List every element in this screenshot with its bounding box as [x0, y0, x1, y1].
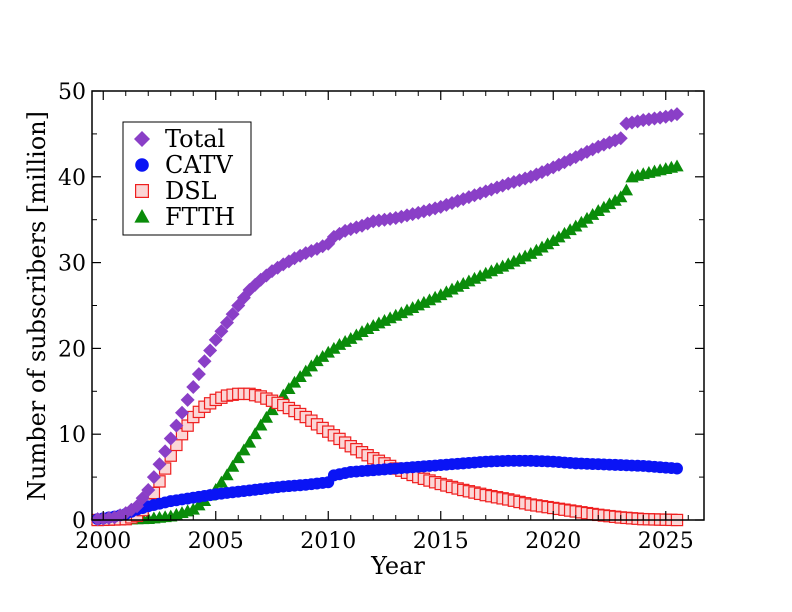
data-point-ftth — [237, 443, 251, 456]
axes-layer: 2000 2005 2010 2015 2020 2025 0 10 20 30 40 50 — [58, 80, 704, 554]
data-point-ftth — [546, 234, 560, 247]
x-axis-label: Year — [370, 552, 425, 580]
data-point-ftth — [344, 331, 358, 344]
data-point-total — [186, 380, 201, 395]
data-point-ftth — [355, 325, 369, 337]
data-point-ftth — [220, 468, 234, 481]
data-point-ftth — [360, 322, 375, 334]
data-point-total — [220, 315, 234, 330]
data-point-ftth — [529, 243, 544, 256]
data-point-ftth — [327, 341, 341, 354]
series-total — [90, 107, 684, 527]
y-tick-label: 30 — [58, 252, 86, 277]
data-point-ftth — [248, 427, 262, 440]
data-point-ftth — [535, 240, 549, 253]
data-point-total — [208, 332, 223, 347]
y-tick-label: 10 — [58, 423, 86, 448]
legend-marker-total — [134, 131, 150, 147]
legend-label-total: Total — [165, 125, 225, 153]
data-point-ftth — [259, 410, 274, 423]
x-tick-label: 2010 — [300, 529, 356, 554]
data-point-total — [141, 482, 156, 497]
data-point-total — [180, 392, 195, 407]
data-point-ftth — [619, 183, 634, 196]
data-point-catv — [671, 462, 683, 475]
legend-label-catv: CATV — [165, 151, 233, 179]
data-point-ftth — [580, 211, 594, 224]
legend-marker-dsl — [135, 184, 150, 199]
data-point-ftth — [332, 337, 347, 350]
x-tick-label: 2005 — [188, 529, 244, 554]
data-point-ftth — [597, 200, 611, 213]
data-point-ftth — [338, 334, 352, 347]
data-point-ftth — [569, 219, 583, 232]
data-point-total — [191, 367, 206, 382]
data-point-ftth — [321, 345, 335, 358]
y-tick-label: 0 — [72, 509, 86, 534]
data-point-total — [613, 131, 628, 146]
data-point-ftth — [585, 207, 600, 220]
x-tick-label: 2000 — [75, 529, 131, 554]
legend-label-dsl: DSL — [165, 177, 217, 205]
data-point-total — [146, 470, 161, 485]
legend-marker-catv — [135, 158, 149, 172]
data-point-total — [281, 254, 296, 269]
y-tick-label: 50 — [58, 80, 86, 105]
legend-marker-ftth — [134, 209, 150, 223]
y-tick-label: 20 — [58, 337, 86, 362]
data-point-ftth — [563, 223, 577, 236]
data-point-ftth — [214, 475, 229, 488]
data-point-ftth — [349, 328, 364, 341]
data-point-ftth — [225, 459, 240, 472]
data-point-total — [214, 324, 229, 339]
data-point-total — [670, 107, 684, 122]
data-point-total — [197, 354, 212, 369]
data-point-ftth — [540, 237, 555, 250]
data-point-ftth — [591, 204, 605, 217]
data-layer — [90, 107, 684, 527]
data-point-total — [163, 431, 178, 446]
data-point-ftth — [552, 230, 566, 243]
data-point-total — [203, 343, 218, 358]
data-point-total — [175, 405, 189, 420]
data-point-total — [169, 418, 184, 433]
series-ftth — [90, 159, 684, 525]
data-point-ftth — [557, 226, 572, 239]
data-point-ftth — [602, 197, 617, 210]
data-point-ftth — [242, 435, 257, 448]
x-tick-label: 2015 — [413, 529, 469, 554]
data-point-total — [152, 457, 167, 472]
data-point-ftth — [231, 451, 245, 464]
x-tick-label: 2020 — [525, 529, 581, 554]
data-point-ftth — [254, 418, 268, 431]
x-tick-label: 2025 — [638, 529, 694, 554]
y-tick-label: 40 — [58, 166, 86, 191]
data-point-ftth — [574, 215, 589, 228]
data-point-total — [225, 307, 240, 322]
data-point-ftth — [608, 193, 622, 206]
legend-label-ftth: FTTH — [165, 203, 235, 231]
data-point-ftth — [265, 403, 279, 416]
data-point-ftth — [524, 247, 538, 259]
y-axis-label: Number of subscribers [million] — [23, 111, 51, 501]
data-point-ftth — [670, 159, 684, 172]
data-point-ftth — [282, 382, 296, 395]
data-point-total — [158, 444, 173, 459]
data-point-ftth — [614, 190, 628, 203]
